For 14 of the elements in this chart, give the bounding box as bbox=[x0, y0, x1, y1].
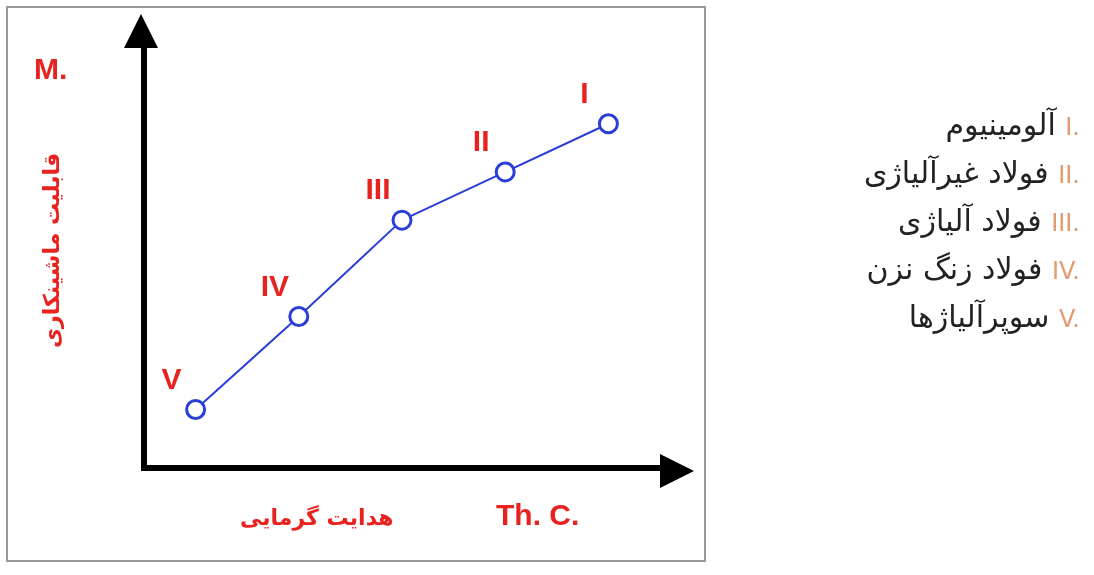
y-axis-title: قابلیت ماشینکاری bbox=[39, 152, 65, 348]
text: Th. C. bbox=[496, 498, 580, 532]
annotation: IV bbox=[260, 268, 289, 302]
point bbox=[391, 209, 413, 231]
annotation: II bbox=[472, 124, 490, 158]
text: M. bbox=[34, 52, 68, 86]
text: I bbox=[580, 76, 589, 109]
annotation: V bbox=[161, 361, 182, 395]
x-axis-title: هدایت گرمایی bbox=[240, 505, 394, 530]
annotation: III bbox=[365, 172, 391, 206]
point bbox=[288, 306, 310, 328]
point bbox=[185, 398, 207, 420]
point bbox=[494, 161, 516, 183]
point bbox=[597, 113, 619, 135]
